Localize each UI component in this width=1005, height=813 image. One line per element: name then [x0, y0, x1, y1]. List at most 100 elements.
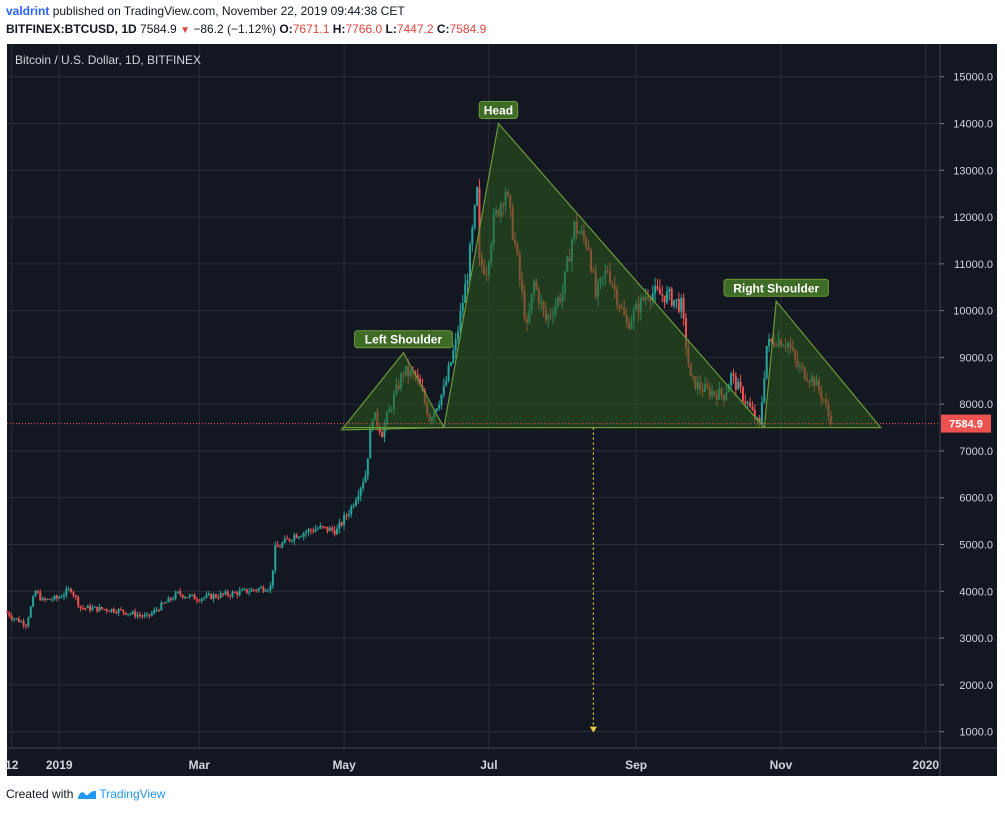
candle-body — [300, 536, 303, 538]
candle-body — [454, 338, 457, 351]
pattern-label-box — [478, 101, 519, 120]
close-value: 7584.9 — [449, 22, 487, 36]
candle-body — [438, 404, 441, 409]
candle-body — [744, 400, 747, 404]
candle-body — [305, 531, 308, 534]
candle-body — [675, 298, 678, 301]
candle-body — [302, 533, 305, 537]
candle-body — [217, 597, 220, 599]
candle-body — [281, 542, 284, 548]
candle-body — [753, 410, 756, 420]
y-tick-label: 4000.0 — [959, 586, 993, 598]
x-tick-label: Nov — [770, 758, 793, 772]
candle-body — [749, 402, 752, 407]
candle-body — [24, 625, 27, 627]
y-tick-label: 3000.0 — [959, 633, 993, 645]
candle-body — [131, 611, 134, 614]
price-axis-area[interactable] — [940, 44, 997, 748]
candle-body — [122, 609, 125, 613]
tradingview-brand-link[interactable]: TradingView — [99, 787, 166, 801]
candle-body — [219, 593, 222, 598]
candle-body — [250, 589, 253, 592]
candle-body — [381, 432, 384, 438]
candle-body — [290, 540, 293, 542]
candle-body — [55, 595, 58, 599]
candle-body — [452, 350, 455, 363]
pattern-label-box — [723, 278, 829, 297]
candle-body — [205, 594, 208, 598]
candle-body — [238, 590, 241, 596]
y-tick-label: 15000.0 — [953, 72, 993, 84]
price-chart[interactable]: 1000.0 2000.0 3000.0 4000.0 5000.0 6000.0 7000… — [0, 0, 1005, 790]
candle-body — [79, 606, 82, 609]
candle-body — [165, 602, 168, 604]
candle-body — [751, 406, 754, 411]
candle-body — [276, 545, 279, 547]
time-axis-area[interactable] — [7, 748, 997, 776]
candle-body — [162, 602, 165, 604]
candle-body — [737, 381, 740, 390]
candle-body — [338, 522, 341, 529]
candle-body — [357, 495, 360, 501]
candle-body — [763, 378, 766, 403]
candle-body — [321, 525, 324, 527]
candle-body — [658, 288, 661, 295]
candle-body — [169, 597, 172, 600]
candle-body — [326, 526, 329, 532]
candle-body — [141, 615, 144, 617]
candle-body — [473, 205, 476, 228]
candle-body — [10, 616, 13, 620]
candle-body — [200, 598, 203, 601]
candle-body — [741, 387, 744, 401]
candle-body — [207, 593, 210, 595]
candle-body — [362, 482, 365, 488]
candle-body — [461, 303, 464, 312]
candle-body — [136, 614, 139, 617]
pattern-label-box — [354, 330, 453, 349]
author-link[interactable]: valdrint — [6, 4, 50, 18]
candle-body — [6, 612, 8, 614]
x-tick-label: 12 — [5, 758, 19, 772]
candle-body — [143, 614, 146, 617]
candle-body — [476, 187, 479, 206]
candle-body — [668, 288, 671, 292]
candle-body — [81, 608, 84, 610]
last-price: 7584.9 — [140, 22, 177, 36]
pattern-label[interactable]: Right Shoulder — [723, 278, 829, 297]
candle-body — [134, 611, 137, 617]
candle-body — [84, 608, 87, 610]
candle-body — [22, 621, 25, 626]
pattern-label[interactable]: Left Shoulder — [354, 330, 453, 349]
candle-body — [29, 606, 32, 618]
candle-body — [765, 345, 768, 379]
candle-body — [684, 318, 687, 348]
y-tick-label: 8000.0 — [959, 399, 993, 411]
candle-body — [269, 585, 272, 590]
y-tick-label: 13000.0 — [953, 165, 993, 177]
candle-body — [112, 608, 115, 613]
candle-body — [74, 595, 77, 597]
candle-body — [105, 609, 108, 611]
open-label: O: — [279, 22, 293, 36]
candle-body — [46, 598, 49, 600]
candle-body — [191, 594, 194, 596]
candle-body — [447, 365, 450, 381]
candle-body — [307, 529, 310, 532]
candle-body — [445, 380, 448, 386]
pattern-label[interactable]: Head — [478, 101, 519, 120]
y-tick-label: 7000.0 — [959, 446, 993, 458]
candle-body — [328, 527, 331, 532]
candle-body — [319, 525, 322, 529]
candle-body — [214, 594, 217, 598]
arrow-down-icon — [589, 726, 597, 733]
candle-body — [449, 362, 452, 366]
candle-body — [184, 596, 187, 598]
pattern-triangle[interactable] — [340, 351, 445, 431]
candle-body — [257, 588, 260, 591]
candle-body — [298, 536, 301, 538]
candle-body — [345, 515, 348, 517]
candle-body — [288, 538, 291, 541]
candle-body — [77, 596, 80, 607]
candle-body — [193, 594, 196, 600]
